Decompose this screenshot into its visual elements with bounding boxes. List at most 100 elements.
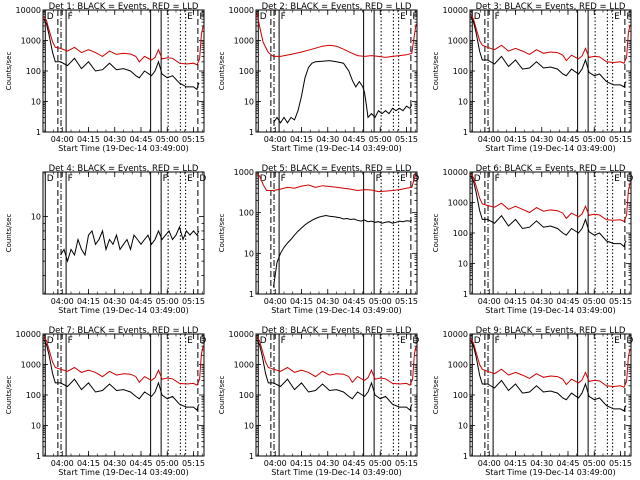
x-tick-label: 04:30 (316, 459, 339, 468)
y-tick-label: 1000 (21, 37, 41, 46)
plot-title: Det 7: BLACK = Events, RED = LLD (49, 326, 199, 336)
x-tick-label: 04:00 (51, 135, 74, 144)
event-marker-label: E (187, 174, 193, 184)
series-line-1 (470, 338, 631, 388)
event-marker-label: D (474, 336, 481, 346)
y-axis-label: Counts/sec (218, 376, 226, 415)
x-tick-label: 04:45 (129, 135, 152, 144)
event-marker-label: F (199, 12, 204, 22)
detector-panel-7: Det 7: BLACK = Events, RED = LLD 1 10 100 10… (5, 326, 206, 477)
x-tick-label: 04:00 (51, 297, 74, 306)
x-tick-label: 04:15 (290, 459, 313, 468)
x-tick-label: 05:00 (583, 459, 606, 468)
y-tick-label: 1 (36, 452, 41, 461)
x-axis-label: Start Time (19-Dec-14 03:49:00) (485, 144, 616, 153)
y-tick-label: 1000 (448, 37, 468, 46)
x-tick-label: 05:00 (369, 135, 392, 144)
x-tick-label: 04:30 (103, 459, 126, 468)
y-tick-label: 10 (244, 249, 254, 258)
event-marker-label: F (495, 12, 500, 22)
y-tick-label: 100 (453, 229, 468, 238)
y-tick-label: 100 (26, 67, 41, 76)
x-tick-label: 05:00 (156, 297, 179, 306)
series-line-2 (43, 18, 200, 91)
y-tick-label: 1 (249, 452, 254, 461)
event-marker-label: F (495, 336, 500, 346)
event-marker-label: D (199, 174, 206, 184)
event-marker-label: F (495, 174, 500, 184)
event-marker-label: F (163, 174, 168, 184)
x-tick-label: 04:15 (290, 135, 313, 144)
event-marker-label: F (376, 174, 381, 184)
x-tick-label: 04:45 (129, 459, 152, 468)
x-tick-label: 04:15 (504, 135, 527, 144)
y-tick-label: 10 (31, 422, 41, 431)
y-tick-label: 100 (453, 391, 468, 400)
x-axis-label: Start Time (19-Dec-14 03:49:00) (58, 144, 189, 153)
x-tick-label: 05:00 (583, 297, 606, 306)
x-tick-label: 05:00 (583, 135, 606, 144)
event-marker-label: D (474, 174, 481, 184)
y-tick-label: 1000 (21, 361, 41, 370)
x-axis-label: Start Time (19-Dec-14 03:49:00) (271, 144, 402, 153)
y-tick-label: 100 (26, 391, 41, 400)
x-axis-label: Start Time (19-Dec-14 03:49:00) (485, 306, 616, 315)
series-line-1 (470, 173, 631, 223)
event-marker-label: D (199, 336, 206, 346)
plot-title: Det 4: BLACK = Events, RED = LLD (49, 164, 199, 174)
detector-panel-5: Det 5: BLACK = Events, RED = LLD 1 10 100 10… (218, 164, 419, 315)
x-tick-label: 04:00 (264, 135, 287, 144)
y-tick-label: 10 (458, 422, 468, 431)
y-tick-label: 10000 (443, 6, 468, 15)
event-marker-label: F (68, 336, 73, 346)
detector-panel-8: Det 8: BLACK = Events, RED = LLD 1 10 100 10… (218, 326, 419, 477)
y-tick-label: 10 (458, 98, 468, 107)
plot-frame (42, 171, 205, 295)
event-marker-label: F (281, 12, 286, 22)
plot-title: Det 1: BLACK = Events, RED = LLD (49, 2, 199, 12)
y-tick-label: 100 (453, 67, 468, 76)
series-line-1 (256, 336, 417, 386)
x-tick-label: 05:00 (369, 297, 392, 306)
event-marker-label: E (187, 336, 193, 346)
x-axis-label: Start Time (19-Dec-14 03:49:00) (58, 468, 189, 477)
x-tick-label: 05:15 (609, 459, 632, 468)
x-tick-label: 04:00 (478, 135, 501, 144)
y-tick-label: 10000 (229, 330, 254, 339)
y-tick-label: 1000 (448, 361, 468, 370)
series-line-2 (470, 16, 627, 88)
event-marker-label: D (626, 336, 633, 346)
detector-panel-9: Det 9: BLACK = Events, RED = LLD 1 10 100 10… (432, 326, 633, 477)
event-marker-label: E (614, 12, 620, 22)
event-marker-label: E (400, 336, 406, 346)
plot-frame (469, 171, 632, 295)
x-tick-label: 04:45 (342, 297, 365, 306)
y-axis-label: Counts/sec (5, 376, 13, 415)
event-marker-label: D (626, 174, 633, 184)
x-tick-label: 05:00 (369, 459, 392, 468)
y-tick-label: 1 (463, 128, 468, 137)
x-tick-label: 04:30 (530, 135, 553, 144)
x-tick-label: 04:15 (77, 297, 100, 306)
series-line-2 (256, 339, 413, 411)
y-tick-label: 100 (239, 391, 254, 400)
event-marker-label: E (400, 174, 406, 184)
x-axis-label: Start Time (19-Dec-14 03:49:00) (271, 468, 402, 477)
detector-panel-2: Det 2: BLACK = Events, RED = LLD 1 10 100 10… (218, 2, 418, 153)
plot-frame (255, 333, 418, 457)
x-tick-label: 05:15 (182, 459, 205, 468)
x-tick-label: 04:45 (129, 297, 152, 306)
y-tick-label: 10 (458, 260, 468, 269)
series-line-1 (470, 14, 631, 64)
y-tick-label: 100 (239, 209, 254, 218)
x-tick-label: 04:15 (77, 459, 100, 468)
y-tick-label: 1 (249, 290, 254, 299)
plot-frame (469, 9, 632, 133)
event-marker-label: F (281, 336, 286, 346)
detector-panel-6: Det 6: BLACK = Events, RED = LLD 1 10 100 10… (432, 164, 633, 315)
detector-panel-3: Det 3: BLACK = Events, RED = LLD 1 10 100 10… (432, 2, 632, 153)
y-tick-label: 10 (244, 98, 254, 107)
plot-frame (255, 9, 418, 133)
